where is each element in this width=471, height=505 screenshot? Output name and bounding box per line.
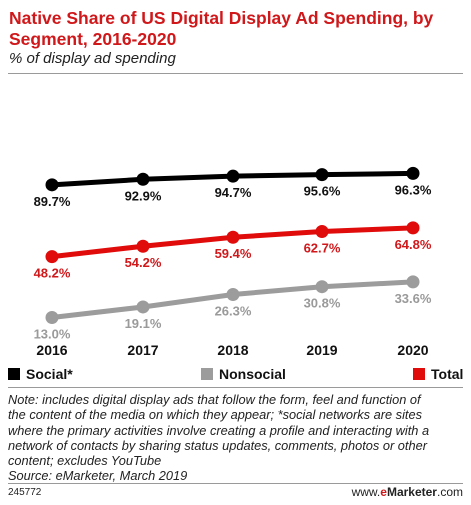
- line-chart: 89.7% 92.9% 94.7% 95.6% 96.3% 48.2% 54.2% 59.4%…: [34, 166, 432, 358]
- brand-prefix: www.: [351, 485, 381, 499]
- x-tick-label: 2017: [127, 342, 158, 358]
- chart-legend: Social* Nonsocial Total: [8, 366, 463, 382]
- data-label-total: 64.8%: [395, 237, 432, 252]
- legend-divider: [8, 387, 463, 388]
- data-point-total: [45, 250, 59, 264]
- data-point-total: [315, 225, 329, 239]
- legend-label-total: Total: [431, 366, 464, 382]
- brand-name: Marketer: [386, 485, 437, 499]
- legend-label-social: Social*: [26, 366, 73, 382]
- data-point-social: [136, 172, 150, 186]
- data-label-social: 96.3%: [395, 182, 432, 197]
- chart-id: 245772: [8, 487, 42, 498]
- legend-swatch-social: [8, 368, 20, 380]
- header-divider: [8, 73, 463, 74]
- data-label-nonsocial: 13.0%: [34, 327, 71, 342]
- data-point-nonsocial: [45, 311, 59, 325]
- note-line: where the primary activities involve cre…: [8, 422, 430, 438]
- data-label-nonsocial: 26.3%: [215, 304, 252, 319]
- chart-note: Note: includes digital display ads that …: [8, 392, 466, 484]
- data-label-social: 92.9%: [125, 188, 162, 203]
- brand-suffix: .com: [436, 485, 463, 499]
- data-label-nonsocial: 33.6%: [395, 291, 432, 306]
- x-tick-label: 2019: [306, 342, 337, 358]
- note-line: Note: includes digital display ads that …: [8, 392, 421, 407]
- chart-title: Native Share of US Digital Display Ad Sp…: [9, 8, 434, 49]
- data-point-total: [226, 230, 240, 244]
- data-label-nonsocial: 30.8%: [304, 296, 341, 311]
- data-point-social: [45, 178, 59, 192]
- data-label-nonsocial: 19.1%: [125, 316, 162, 331]
- data-point-total: [406, 221, 420, 235]
- data-label-social: 94.7%: [215, 185, 252, 200]
- source-line: Source: eMarketer, March 2019: [8, 468, 188, 484]
- x-tick-label: 2016: [36, 342, 67, 358]
- legend-label-nonsocial: Nonsocial: [219, 366, 286, 382]
- data-label-total: 62.7%: [304, 241, 341, 256]
- brand-e: e: [380, 485, 387, 499]
- note-line: network of contacts by sharing status up…: [8, 437, 427, 453]
- data-point-nonsocial: [226, 288, 240, 302]
- data-label-total: 54.2%: [125, 255, 162, 270]
- legend-swatch-nonsocial: [201, 368, 213, 380]
- data-point-social: [315, 168, 329, 182]
- data-point-nonsocial: [315, 280, 329, 294]
- footer-divider: [8, 483, 463, 484]
- data-point-total: [136, 239, 150, 253]
- legend-swatch-total: [413, 368, 425, 380]
- legend-item-social: Social*: [8, 366, 73, 382]
- data-label-total: 48.2%: [34, 266, 71, 281]
- note-line: content; excludes YouTube: [8, 453, 162, 469]
- brand-logo[interactable]: www.eMarketer.com: [352, 485, 463, 499]
- x-tick-label: 2020: [397, 342, 428, 358]
- legend-item-total: Total: [413, 366, 463, 382]
- data-label-total: 59.4%: [215, 246, 252, 261]
- x-tick-label: 2018: [217, 342, 248, 358]
- data-point-nonsocial: [406, 275, 420, 289]
- legend-item-nonsocial: Nonsocial: [201, 366, 286, 382]
- data-point-nonsocial: [136, 300, 150, 314]
- data-label-social: 89.7%: [34, 194, 71, 209]
- note-line: the content of the media on which they a…: [8, 407, 422, 423]
- chart-subtitle: % of display ad spending: [9, 50, 176, 67]
- data-point-social: [226, 169, 240, 183]
- data-point-social: [406, 166, 420, 180]
- data-label-social: 95.6%: [304, 184, 341, 199]
